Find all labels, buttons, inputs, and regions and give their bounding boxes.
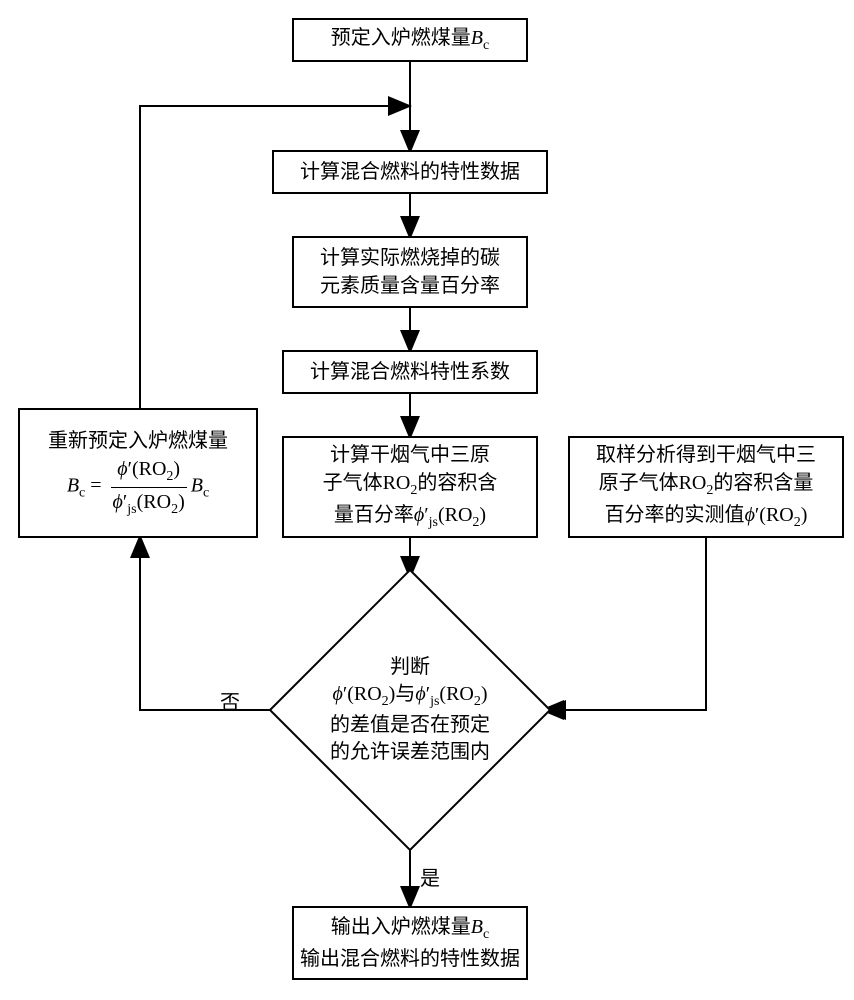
node-recalc-bc: 重新预定入炉燃煤量Bc = ϕ′(RO2)ϕ′js(RO2)Bc xyxy=(18,408,258,538)
decision-diamond: 判断ϕ′(RO2)与ϕ′js(RO2)的差值是否在预定的允许误差范围内 xyxy=(270,570,550,850)
label-no: 否 xyxy=(220,686,240,715)
node-calc-mix-props: 计算混合燃料的特性数据 xyxy=(272,150,548,194)
flowchart-canvas: 预定入炉燃煤量Bc 计算混合燃料的特性数据 计算实际燃烧掉的碳元素质量含量百分率… xyxy=(10,10,844,990)
node-text: 计算混合燃料特性系数 xyxy=(310,358,510,386)
node-text: 计算实际燃烧掉的碳元素质量含量百分率 xyxy=(320,244,500,300)
node-output: 输出入炉燃煤量Bc输出混合燃料的特性数据 xyxy=(292,906,528,980)
node-text: 计算干烟气中三原子气体RO2的容积含量百分率ϕ′js(RO2) xyxy=(323,441,498,532)
decision-text: 判断ϕ′(RO2)与ϕ′js(RO2)的差值是否在预定的允许误差范围内 xyxy=(270,570,550,850)
node-calc-coeff: 计算混合燃料特性系数 xyxy=(282,350,538,394)
node-text: 计算混合燃料的特性数据 xyxy=(300,158,520,186)
node-text: 取样分析得到干烟气中三原子气体RO2的容积含量百分率的实测值ϕ′(RO2) xyxy=(596,441,816,532)
node-preset-coal: 预定入炉燃煤量Bc xyxy=(292,18,528,62)
node-text: 重新预定入炉燃煤量Bc = ϕ′(RO2)ϕ′js(RO2)Bc xyxy=(48,427,228,519)
node-text: 预定入炉燃煤量Bc xyxy=(331,24,489,56)
decision-label: 判断ϕ′(RO2)与ϕ′js(RO2)的差值是否在预定的允许误差范围内 xyxy=(330,654,490,766)
node-calc-phi-js: 计算干烟气中三原子气体RO2的容积含量百分率ϕ′js(RO2) xyxy=(282,436,538,538)
node-text: 输出入炉燃煤量Bc输出混合燃料的特性数据 xyxy=(300,913,520,973)
label-yes: 是 xyxy=(420,862,440,891)
node-measure-phi: 取样分析得到干烟气中三原子气体RO2的容积含量百分率的实测值ϕ′(RO2) xyxy=(568,436,844,538)
node-calc-carbon: 计算实际燃烧掉的碳元素质量含量百分率 xyxy=(292,236,528,308)
